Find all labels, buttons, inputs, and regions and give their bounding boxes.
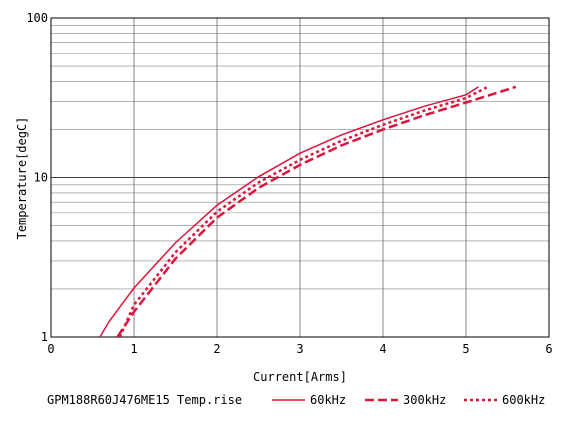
- x-tick-label: 0: [47, 342, 54, 356]
- legend-label: 600kHz: [502, 393, 545, 407]
- y-axis-label: Temperature[degC]: [15, 117, 29, 240]
- series-line: [118, 86, 488, 337]
- x-tick-label: 6: [545, 342, 552, 356]
- x-tick-label: 5: [462, 342, 469, 356]
- series-line: [116, 85, 517, 337]
- x-tick-label: 2: [213, 342, 220, 356]
- x-tick-label: 4: [379, 342, 386, 356]
- plot-frame: [50, 17, 550, 338]
- y-tick-label: 10: [34, 171, 48, 185]
- x-axis-label: Current[Arms]: [253, 370, 347, 384]
- y-tick-label: 1: [41, 330, 48, 344]
- series-line: [99, 86, 479, 337]
- legend-label: 60kHz: [310, 393, 346, 407]
- legend-label: 300kHz: [403, 393, 446, 407]
- x-tick-label: 1: [130, 342, 137, 356]
- y-tick-label: 100: [26, 11, 48, 25]
- legend-title: GPM188R60J476ME15 Temp.rise: [47, 393, 242, 407]
- x-tick-label: 3: [296, 342, 303, 356]
